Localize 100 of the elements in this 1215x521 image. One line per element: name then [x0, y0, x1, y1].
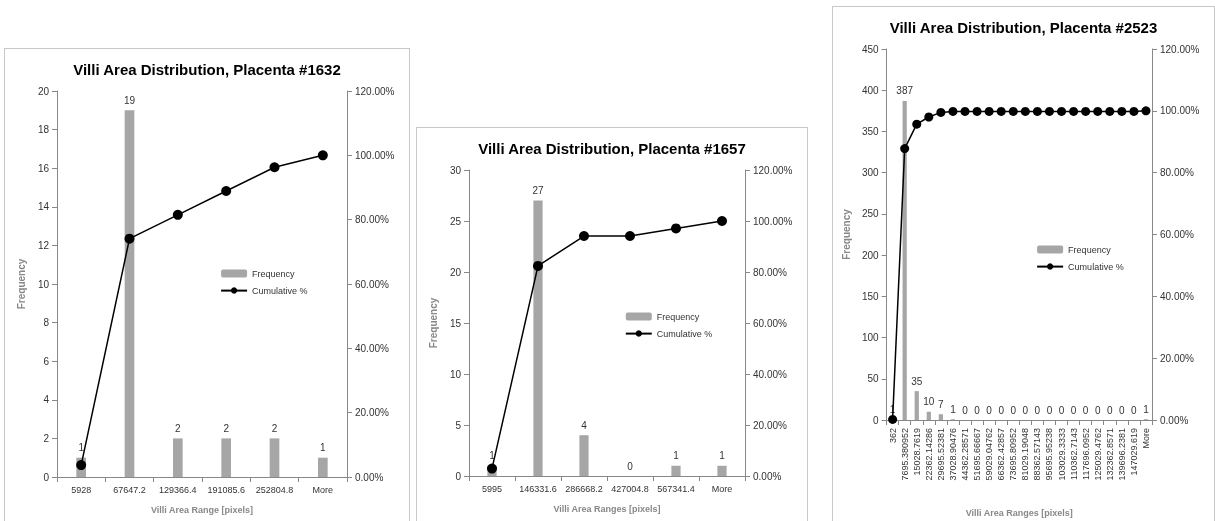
data-label: 1: [1143, 403, 1150, 415]
bar: [671, 465, 681, 476]
bar: [579, 435, 589, 476]
y2-tick-label: 80.00%: [1160, 167, 1195, 179]
x-tick-label: 129366.4: [159, 484, 197, 495]
y2-tick-label: 100.00%: [1160, 105, 1200, 117]
data-label: 2: [223, 422, 230, 434]
y2-tick-label: 40.00%: [1160, 290, 1195, 302]
bar: [269, 438, 280, 477]
point: [1129, 106, 1139, 116]
data-label: 1: [489, 450, 496, 462]
legend-label: Cumulative %: [656, 328, 713, 339]
point: [900, 144, 910, 154]
point: [269, 162, 280, 173]
x-tick-label: 15028.7619: [911, 428, 922, 476]
y-tick-label: 0: [43, 471, 50, 483]
y2-tick-label: 120.00%: [753, 164, 793, 176]
data-label: 387: [896, 85, 914, 97]
point: [1057, 106, 1067, 116]
y-tick-label: 0: [873, 414, 880, 426]
point: [1032, 106, 1042, 116]
y-tick-label: 10: [37, 278, 50, 290]
y-tick-label: 4: [43, 394, 50, 406]
legend-label: Cumulative %: [252, 285, 308, 296]
point: [984, 106, 994, 116]
y2-tick-label: 80.00%: [753, 266, 788, 278]
y-tick-label: 300: [861, 167, 880, 179]
y-tick-label: 15: [449, 317, 462, 329]
y2-tick-label: 120.00%: [1160, 43, 1200, 55]
data-label: 2: [271, 422, 278, 434]
x-tick-label: More: [312, 484, 334, 495]
data-label: 1: [78, 442, 85, 454]
y2-tick-label: 40.00%: [753, 368, 788, 380]
data-label: 0: [1010, 404, 1017, 416]
data-label: 0: [1131, 404, 1138, 416]
y-tick-label: 350: [861, 125, 880, 137]
point: [717, 216, 727, 226]
x-tick-label: 59029.04762: [984, 428, 995, 481]
y-tick-label: 50: [867, 373, 880, 385]
point: [1117, 106, 1127, 116]
x-tick-label: 427004.8: [611, 483, 649, 494]
point: [76, 460, 87, 471]
x-tick-label: 132362.8571: [1104, 428, 1115, 481]
x-tick-label: 139696.2381: [1116, 428, 1127, 481]
data-label: 1: [320, 442, 327, 454]
bar: [221, 438, 231, 477]
y2-tick-label: 0.00%: [1160, 414, 1189, 426]
point: [1020, 106, 1030, 116]
y-tick-label: 30: [449, 164, 462, 176]
y-tick-label: 16: [37, 162, 50, 174]
y2-tick-label: 60.00%: [355, 278, 390, 290]
legend-label: Cumulative %: [1068, 261, 1124, 272]
data-label: 0: [1022, 404, 1029, 416]
y-tick-label: 200: [861, 249, 880, 261]
x-tick-label: 7695.380952: [899, 428, 910, 481]
x-tick-label: 252804.8: [255, 484, 294, 495]
y-tick-label: 25: [449, 215, 462, 227]
y-tick-label: 20: [37, 85, 50, 97]
x-tick-label: More: [1140, 428, 1151, 449]
data-label: 0: [1082, 404, 1089, 416]
y2-tick-label: 40.00%: [355, 342, 390, 354]
data-label: 1: [889, 403, 896, 415]
x-tick-label: 362: [887, 428, 898, 444]
data-label: 0: [1058, 404, 1065, 416]
y2-tick-label: 20.00%: [1160, 352, 1195, 364]
x-tick-label: 125029.4762: [1092, 428, 1103, 481]
data-label: 19: [123, 94, 136, 106]
y-tick-label: 10: [449, 368, 462, 380]
data-label: 27: [532, 185, 544, 197]
data-label: 0: [986, 404, 993, 416]
point: [936, 107, 946, 117]
chart-title: Villi Area Distribution, Placenta #2523: [889, 19, 1158, 36]
legend-label: Frequency: [656, 311, 700, 322]
x-tick-label: 88362.57143: [1032, 428, 1043, 481]
x-tick-label: 95695.95238: [1044, 428, 1055, 481]
data-label: 7: [938, 398, 945, 410]
x-tick-label: 5928: [71, 484, 92, 495]
point: [960, 106, 970, 116]
y-tick-label: 450: [861, 43, 880, 55]
y-tick-label: 14: [37, 201, 50, 213]
point: [317, 150, 328, 161]
y-tick-label: 150: [861, 290, 880, 302]
chart-title: Villi Area Distribution, Placenta #1632: [73, 61, 341, 78]
data-label: 4: [581, 419, 588, 431]
y-tick-label: 400: [861, 84, 880, 96]
x-tick-label: 51695.66667: [972, 428, 983, 481]
bar: [914, 391, 919, 420]
x-tick-label: More: [711, 483, 733, 494]
x-tick-label: 147029.619: [1128, 428, 1139, 476]
y2-tick-label: 20.00%: [753, 419, 788, 431]
data-label: 0: [1106, 404, 1113, 416]
point: [1081, 106, 1091, 116]
data-label: 35: [911, 375, 923, 387]
legend-label: Frequency: [252, 268, 296, 279]
chart-title: Villi Area Distribution, Placenta #1657: [478, 140, 746, 157]
data-label: 0: [1094, 404, 1101, 416]
x-axis-title: Villi Area Ranges [pixels]: [553, 503, 661, 514]
point: [533, 260, 543, 271]
point: [124, 233, 135, 244]
x-tick-label: 286668.2: [565, 483, 603, 494]
